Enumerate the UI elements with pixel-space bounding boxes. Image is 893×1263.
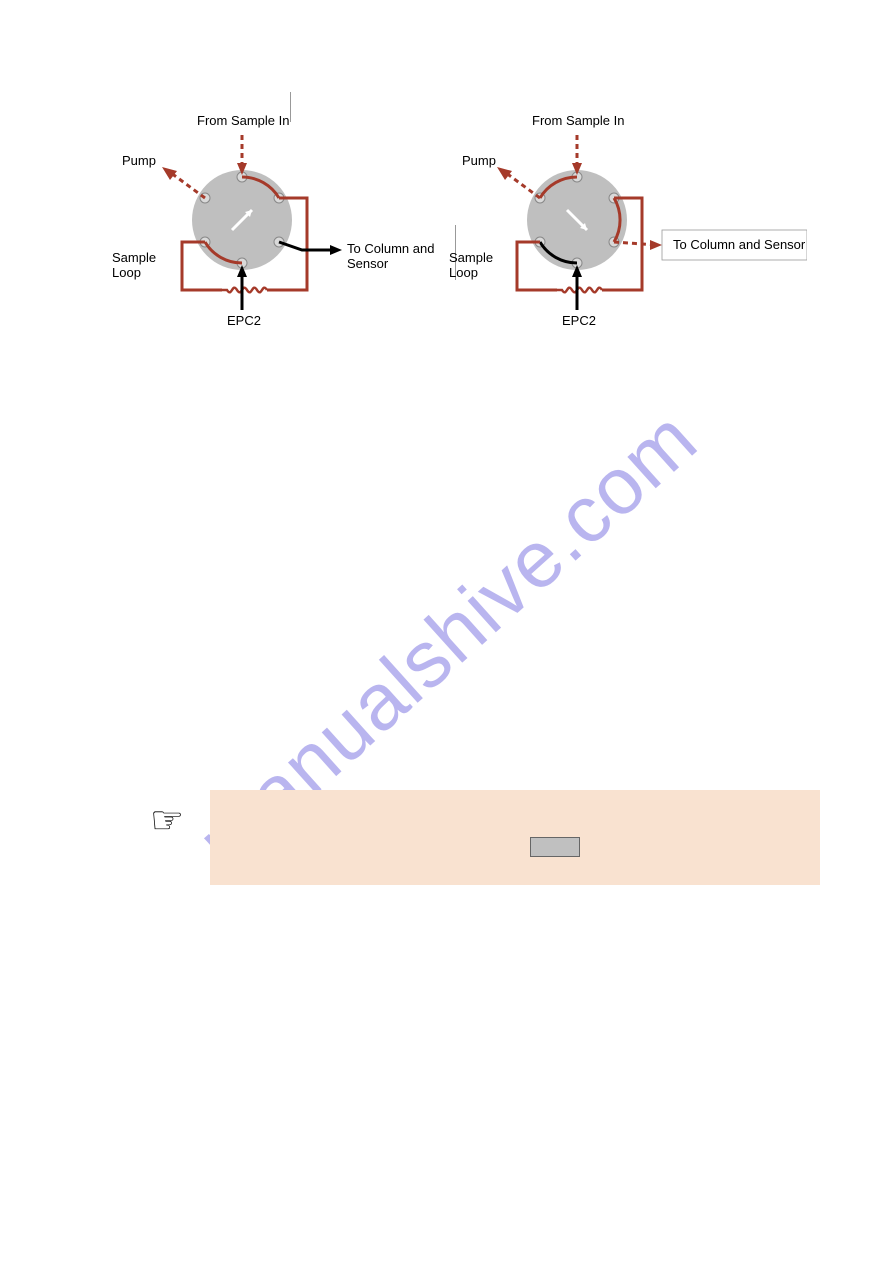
valve-diagrams-row: From Sample In Pump Sample Loop EPC2 To …: [107, 95, 807, 335]
label-sample-loop-r: Sample Loop: [449, 250, 493, 280]
valve-svg-left: [107, 95, 447, 335]
note-box: [210, 790, 820, 885]
label-pump: Pump: [122, 153, 156, 168]
label-from-sample-in-r: From Sample In: [532, 113, 624, 128]
label-pump-r: Pump: [462, 153, 496, 168]
label-from-sample-in: From Sample In: [197, 113, 289, 128]
label-sample-loop: Sample Loop: [112, 250, 156, 280]
valve-diagram-right: From Sample In Pump Sample Loop EPC2 To …: [467, 95, 807, 335]
label-to-column-sensor: To Column and Sensor: [347, 241, 447, 271]
label-epc2: EPC2: [227, 313, 261, 328]
pointing-hand-icon: ☞: [150, 798, 184, 843]
valve-diagram-left: From Sample In Pump Sample Loop EPC2 To …: [107, 95, 447, 335]
label-epc2-r: EPC2: [562, 313, 596, 328]
label-to-column-sensor-r: To Column and Sensor: [673, 237, 805, 252]
note-inline-button[interactable]: [530, 837, 580, 857]
valve-svg-right: [467, 95, 807, 335]
